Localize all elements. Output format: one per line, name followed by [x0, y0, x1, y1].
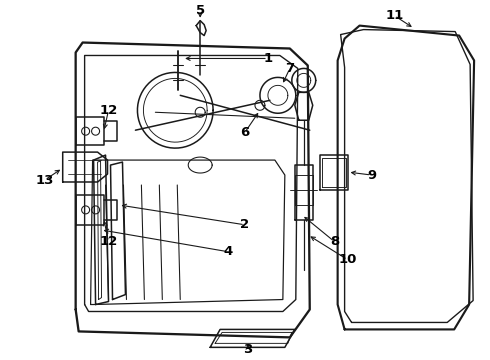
Text: 12: 12 — [99, 104, 118, 117]
Text: 8: 8 — [330, 235, 339, 248]
Text: 13: 13 — [36, 174, 54, 186]
Text: 4: 4 — [223, 245, 233, 258]
Text: 11: 11 — [385, 9, 404, 22]
Text: 7: 7 — [285, 62, 294, 75]
Text: 10: 10 — [339, 253, 357, 266]
Text: 3: 3 — [244, 343, 253, 356]
Text: 9: 9 — [367, 168, 376, 181]
Text: 1: 1 — [263, 52, 272, 65]
Text: 2: 2 — [241, 218, 249, 231]
Text: 6: 6 — [241, 126, 249, 139]
Text: 5: 5 — [196, 4, 205, 17]
Text: 12: 12 — [99, 235, 118, 248]
